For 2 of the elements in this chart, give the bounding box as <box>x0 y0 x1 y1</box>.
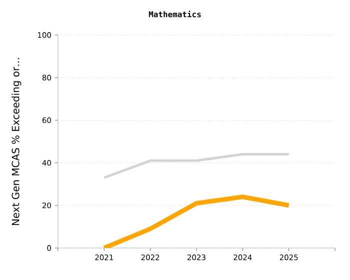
line-series <box>102 194 292 248</box>
y-axis-title: Next Gen MCAS % Exceeding or… <box>12 58 22 226</box>
